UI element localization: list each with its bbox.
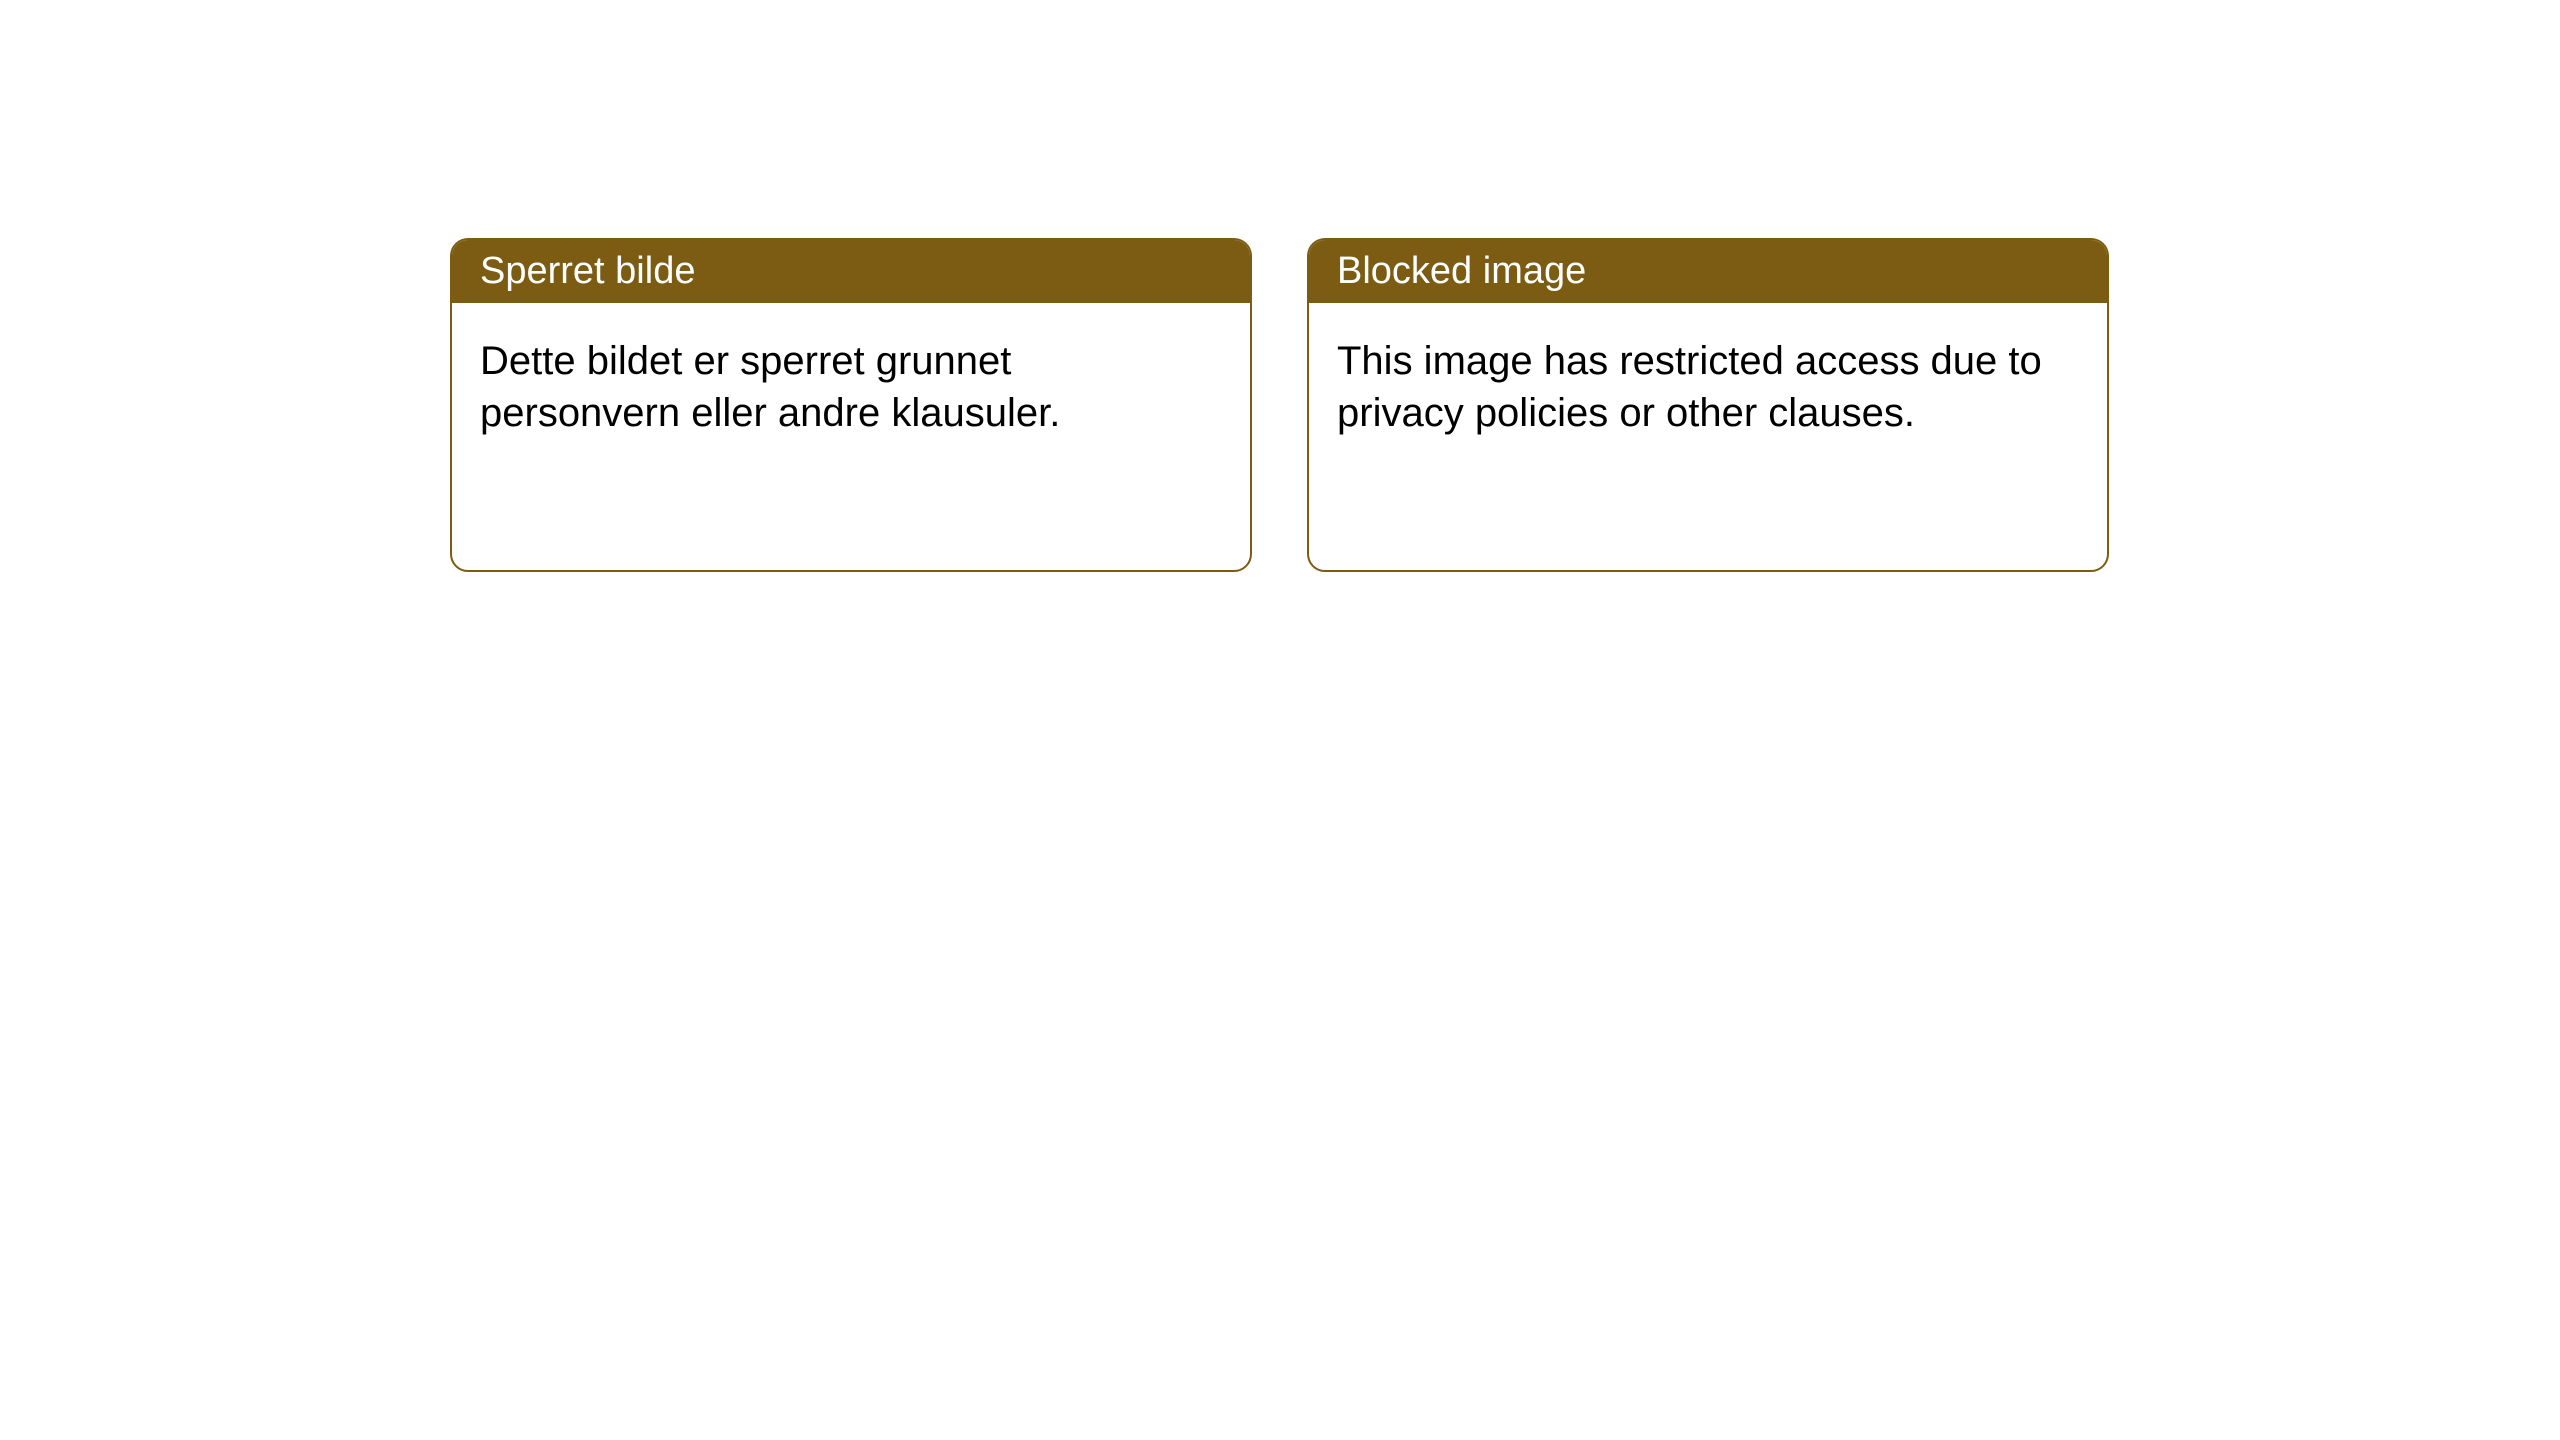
notices-container: Sperret bilde Dette bildet er sperret gr… bbox=[450, 238, 2109, 572]
notice-card-norwegian: Sperret bilde Dette bildet er sperret gr… bbox=[450, 238, 1252, 572]
notice-body-text: Dette bildet er sperret grunnet personve… bbox=[480, 339, 1060, 435]
notice-body: This image has restricted access due to … bbox=[1309, 303, 2107, 471]
notice-body: Dette bildet er sperret grunnet personve… bbox=[452, 303, 1250, 471]
notice-card-english: Blocked image This image has restricted … bbox=[1307, 238, 2109, 572]
notice-header: Blocked image bbox=[1309, 240, 2107, 303]
notice-header: Sperret bilde bbox=[452, 240, 1250, 303]
notice-body-text: This image has restricted access due to … bbox=[1337, 339, 2042, 435]
notice-title: Sperret bilde bbox=[480, 250, 695, 292]
notice-title: Blocked image bbox=[1337, 250, 1586, 292]
